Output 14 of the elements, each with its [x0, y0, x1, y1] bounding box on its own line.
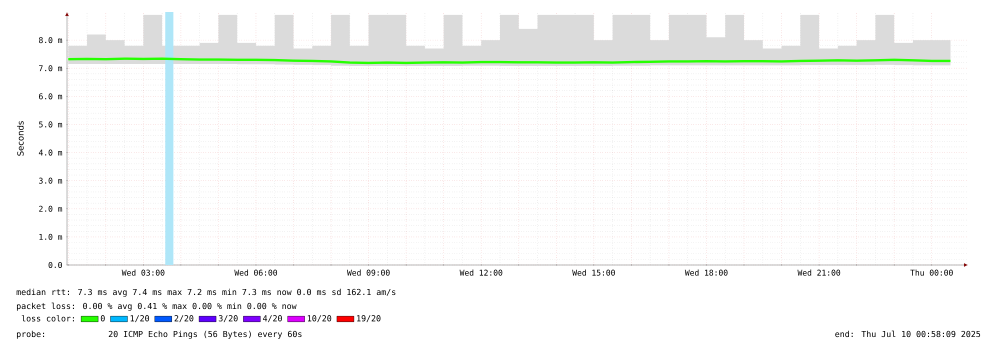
text: end: Thu Jul 10 00:58:09 2025: [835, 330, 980, 338]
text: packet loss: 0.00 % avg 0.41 % max 0.00 % min 0.00 % now: [16, 302, 297, 311]
legend-label: 1/20: [130, 315, 150, 322]
legend-label: 3/20: [218, 315, 238, 322]
text: 20 ICMP Echo Pings (56 Bytes) every 60s: [108, 330, 302, 339]
legend-label: 19/20: [357, 315, 380, 322]
legend-label: 4/20: [262, 315, 282, 322]
text: median rtt: 7.3 ms avg 7.4 ms max 7.2 ms min 7.3 ms now 0.0 ms sd 162.1 am/s: [16, 288, 396, 297]
text: probe:: [16, 330, 44, 339]
y-axis-title: Seconds: [17, 121, 24, 156]
legend-title: loss color:: [22, 315, 74, 322]
legend-label: 10/20: [308, 315, 332, 322]
legend-label: 0: [100, 315, 105, 322]
legend-label: 2/20: [174, 315, 194, 322]
